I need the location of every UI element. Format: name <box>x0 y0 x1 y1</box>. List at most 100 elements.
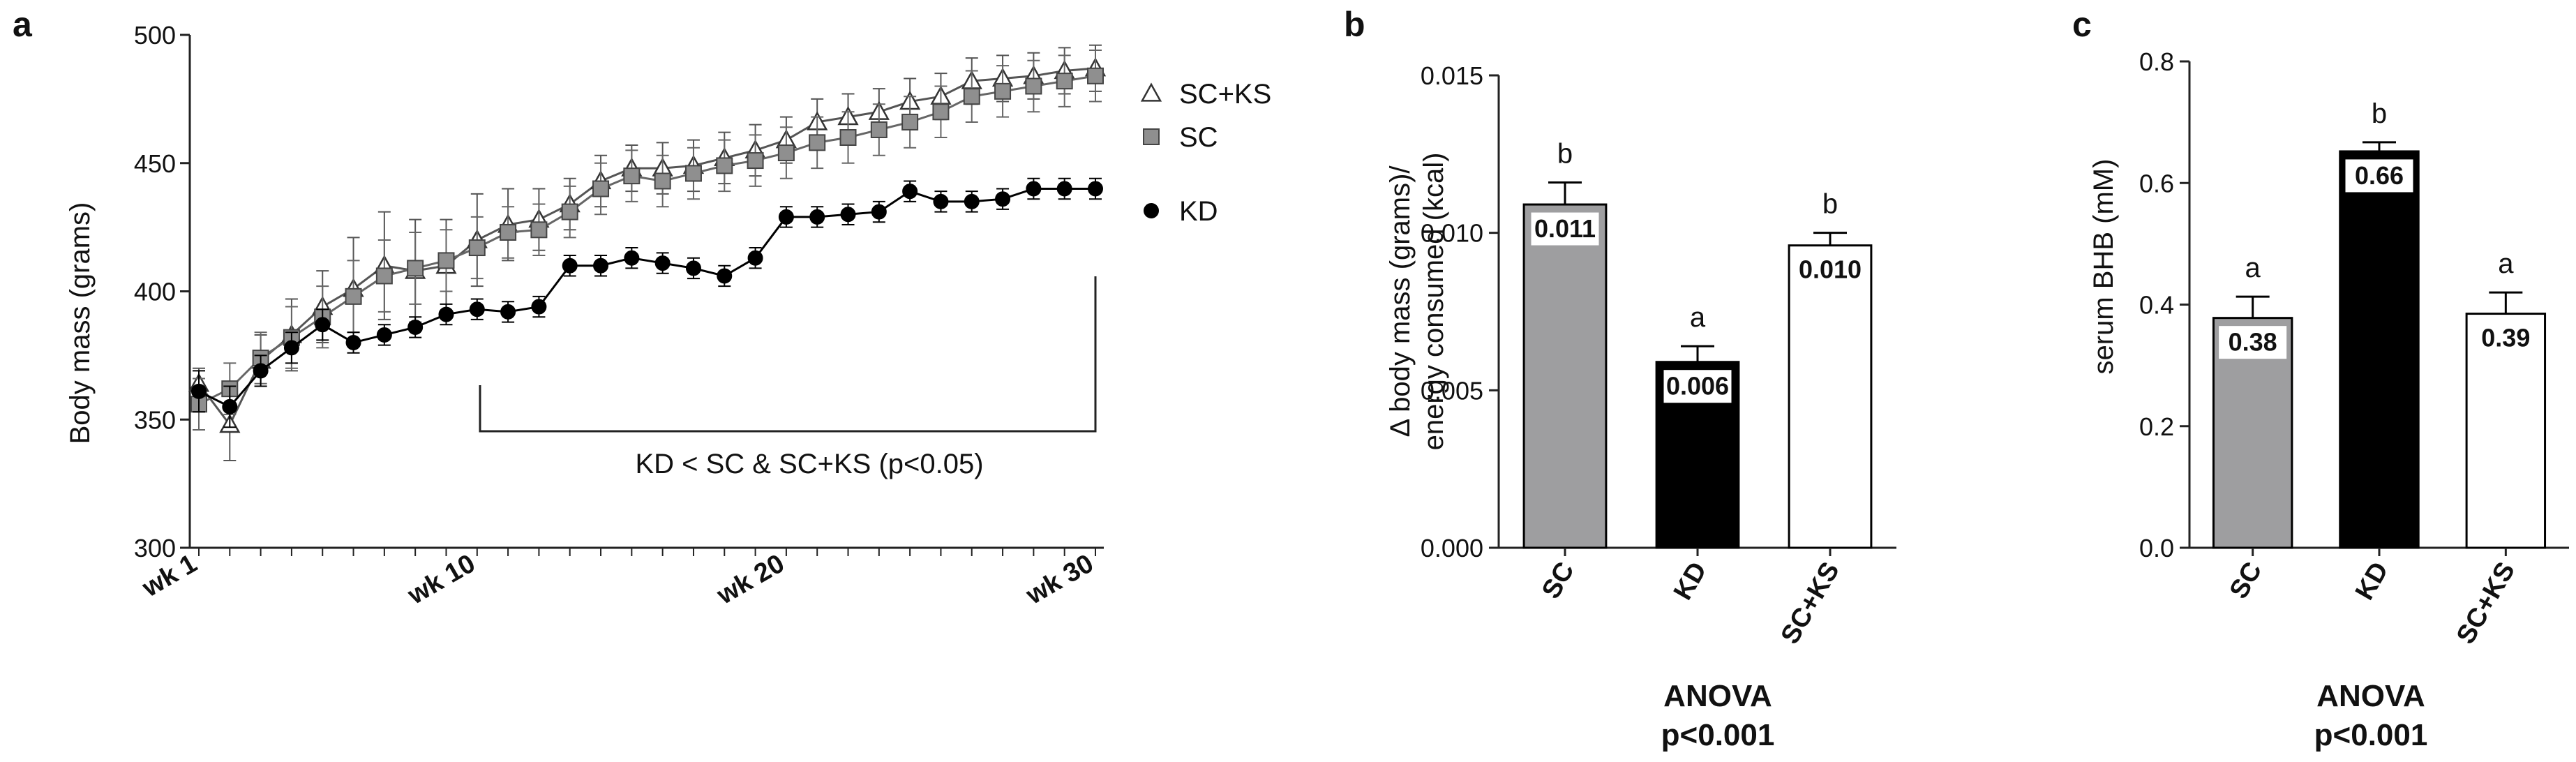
point-kd <box>933 193 949 209</box>
point-kd <box>964 193 980 209</box>
panel-c-y-tick-label: 0.2 <box>2139 412 2174 441</box>
point-kd <box>995 191 1011 207</box>
point-sc <box>623 167 641 185</box>
point-kd <box>624 250 640 266</box>
point-sc <box>437 252 455 269</box>
point-sc <box>870 121 888 138</box>
panel-b-x-tick-label-sc-ks: SC+KS <box>1776 558 1845 650</box>
panel-a-series <box>188 44 1107 462</box>
point-kd <box>469 301 485 318</box>
significance-note: KD < SC & SC+KS (p<0.05) <box>635 449 983 479</box>
panel-c-y-tick-label: 0.0 <box>2139 534 2174 562</box>
panel-a-x-tick-label: wk 20 <box>712 548 790 611</box>
panel-c-y-tick-label: 0.8 <box>2139 47 2174 76</box>
panel-b-significance-sc: b <box>1557 138 1573 169</box>
point-sc <box>1087 67 1104 84</box>
point-kd <box>747 250 763 266</box>
panel-b-x-tick-label-kd: KD <box>1668 558 1713 606</box>
panel-c-value-label-kd: 0.66 <box>2355 161 2404 190</box>
panel-c-value-label-sc: 0.38 <box>2229 328 2277 357</box>
panel-c-x-tick-label-sc-ks: SC+KS <box>2451 558 2521 650</box>
point-sc <box>684 165 702 182</box>
panel-a-letter: a <box>13 5 33 44</box>
panel-b-x-tick-label-sc: SC <box>1536 558 1580 604</box>
panel-c-y-tick-label: 0.4 <box>2139 291 2174 320</box>
panel-c-anova-label: ANOVA <box>2316 679 2425 713</box>
point-sc <box>1056 73 1073 90</box>
point-kd <box>315 317 331 333</box>
point-kd <box>809 209 825 225</box>
point-kd <box>191 383 207 399</box>
panel-a-y-tick-label: 400 <box>134 278 176 306</box>
panel-b-bar-sc-ks <box>1788 244 1873 549</box>
panel-b-value-label-kd: 0.006 <box>1666 372 1729 401</box>
panel-c-letter: c <box>2072 5 2092 44</box>
point-kd <box>1026 181 1042 197</box>
panel-b-value-label-box-kd <box>1663 370 1732 403</box>
panel-c-value-label-box-sc-ks <box>2471 322 2540 355</box>
point-sc <box>994 82 1012 100</box>
panel-b-value-label-sc-ks: 0.010 <box>1799 255 1862 284</box>
panel-c-significance-sc-ks: a <box>2498 248 2514 279</box>
panel-a-y-tick-label: 300 <box>134 534 176 562</box>
panel-b-significance-kd: a <box>1690 302 1706 333</box>
point-kd <box>283 340 299 356</box>
point-sc <box>777 144 795 162</box>
panel-c-bar-kd <box>2339 150 2420 549</box>
point-kd <box>562 257 578 274</box>
point-sc <box>375 267 393 285</box>
point-sc <box>407 260 424 277</box>
point-kd <box>253 363 269 379</box>
point-sc <box>932 103 950 121</box>
panel-c: c serum BHB (mM) 0.0 0.2 0.4 0.6 0.8 a 0.38 SC b… <box>2072 5 2569 752</box>
panel-c-chart: 0.0 0.2 0.4 0.6 0.8 a 0.38 SC b 0.66 KD a 0.39 SC+KS <box>2139 47 2569 649</box>
point-kd <box>871 204 887 220</box>
series-sc <box>190 50 1104 431</box>
panel-b-y-tick-label: 0.015 <box>1421 61 1483 90</box>
panel-a-legend: SC+KS SC KD <box>1179 79 1271 227</box>
legend-label-sc: SC <box>1179 122 1218 153</box>
point-sc <box>901 113 919 130</box>
panel-c-value-label-sc-ks: 0.39 <box>2481 324 2530 352</box>
panel-b-value-label-sc: 0.011 <box>1534 214 1596 243</box>
panel-a-y-tick-label: 500 <box>134 21 176 50</box>
panel-b-y-axis-label-line2: energy consumed (kcal) <box>1418 153 1449 451</box>
point-sc <box>839 129 857 146</box>
panel-c-value-label-box-sc <box>2219 326 2287 359</box>
point-kd <box>438 306 454 322</box>
point-kd <box>1056 181 1072 197</box>
panel-c-anova-p: p<0.001 <box>2314 718 2428 752</box>
panel-c-value-label-box-kd <box>2345 159 2413 193</box>
series-kd <box>191 177 1103 428</box>
point-sc <box>468 239 486 257</box>
point-sc <box>592 180 610 197</box>
panel-c-significance-kd: b <box>2372 98 2387 129</box>
panel-b-bar-sc <box>1522 203 1608 549</box>
point-sc <box>561 203 578 221</box>
point-sc <box>1025 77 1042 95</box>
panel-b-chart: 0.000 0.005 0.010 0.015 b 0.011 SC a 0.006 KD b 0.0… <box>1421 61 1896 649</box>
panel-a-y-axis-label: Body mass (grams) <box>65 202 96 444</box>
point-kd <box>717 268 733 284</box>
panel-b: b Δ body mass (grams)/ energy consumed (… <box>1344 5 1896 752</box>
panel-a-x-tick-label: wk 10 <box>403 548 481 611</box>
point-sc <box>716 157 733 174</box>
legend-label-sc-ks: SC+KS <box>1179 79 1271 110</box>
point-kd <box>654 255 671 271</box>
point-sc <box>747 152 764 170</box>
legend-label-kd: KD <box>1179 196 1218 227</box>
panel-a-y-tick-label: 350 <box>134 405 176 434</box>
point-kd <box>531 299 547 315</box>
panel-c-significance-sc: a <box>2245 253 2261 283</box>
series-line-sc <box>198 75 1096 405</box>
panel-c-x-tick-label-kd: KD <box>2350 558 2395 606</box>
panel-c-y-axis-label: serum BHB (mM) <box>2088 159 2119 375</box>
panel-b-value-label-box-sc-ks <box>1796 253 1864 287</box>
panel-b-significance-sc-ks: b <box>1822 189 1838 220</box>
panel-a-x-tick-label: wk 30 <box>1021 548 1099 611</box>
panel-c-x-tick-label-sc: SC <box>2224 558 2268 604</box>
panel-b-y-tick-label: 0.000 <box>1421 534 1483 562</box>
legend-marker-sc-ks <box>1140 82 1162 102</box>
point-kd <box>685 260 701 276</box>
